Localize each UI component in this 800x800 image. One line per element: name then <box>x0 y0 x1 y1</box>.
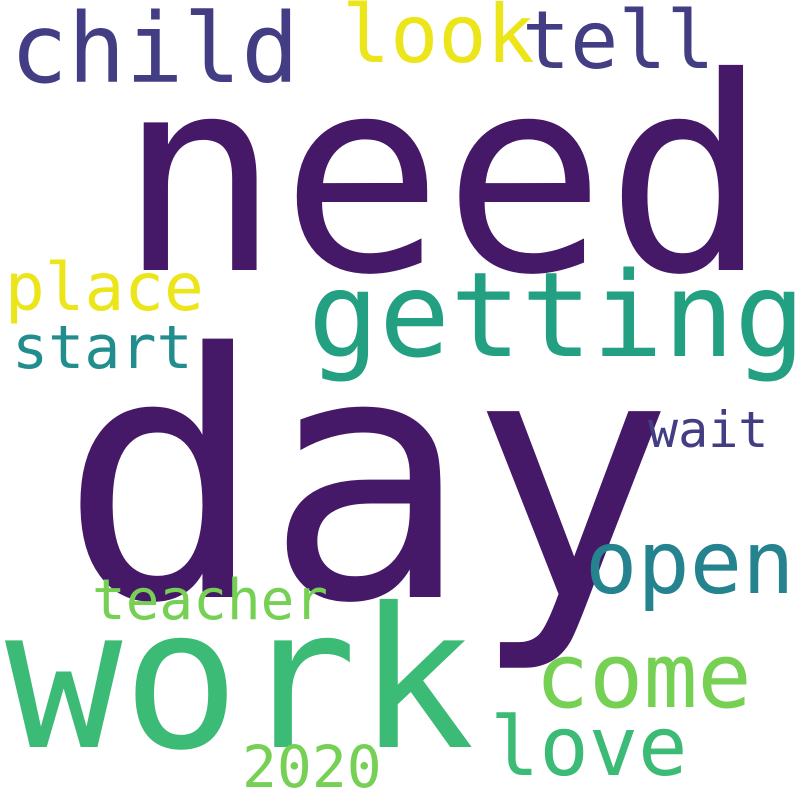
word-2020: 2020 <box>242 733 382 800</box>
word-teacher: teacher <box>92 568 329 633</box>
word-getting: getting <box>308 246 800 384</box>
word-come: come <box>535 624 752 729</box>
word-work: work <box>5 566 475 793</box>
word-day: day <box>60 282 675 678</box>
word-need: need <box>118 19 769 334</box>
word-tell: tell <box>522 0 715 87</box>
word-place: place <box>5 249 204 326</box>
word-love: love <box>490 700 688 795</box>
word-child: child <box>10 0 299 105</box>
word-open: open <box>585 512 795 614</box>
word-wait: wait <box>648 401 769 459</box>
word-start: start <box>12 313 193 383</box>
word-look: look <box>342 0 535 81</box>
